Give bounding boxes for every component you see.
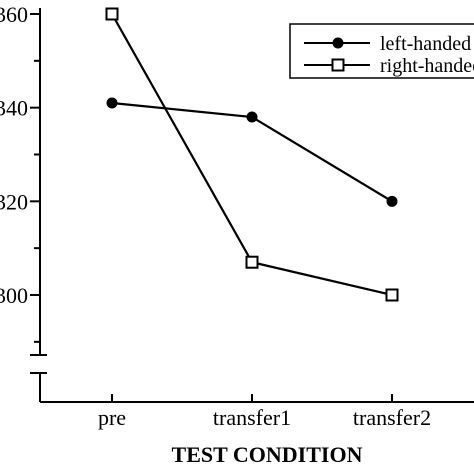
y-tick-label: 360 (0, 2, 28, 27)
legend-box (289, 23, 474, 79)
legend-marker (331, 58, 345, 72)
legend-marker (332, 37, 344, 49)
x-ticks: pre transfer1 transfer2 (98, 394, 431, 430)
data-point (105, 7, 119, 21)
y-tick-label: 300 (0, 283, 28, 308)
y-ticks: 300 320 340 360 (0, 2, 40, 343)
legend-label: left-handed (380, 33, 471, 55)
data-point (385, 288, 399, 302)
data-point (246, 111, 258, 123)
y-tick-label: 320 (0, 189, 28, 214)
y-tick-label: 340 (0, 96, 28, 121)
data-point (386, 195, 398, 207)
series-points (105, 7, 399, 302)
data-point (106, 97, 118, 109)
x-tick-label: transfer2 (353, 405, 431, 430)
x-axis-title: TEST CONDITION (172, 442, 363, 467)
legend-label: right-handed (380, 55, 474, 77)
x-tick-label: transfer1 (213, 405, 291, 430)
data-point (245, 255, 259, 269)
x-tick-label: pre (98, 405, 126, 430)
